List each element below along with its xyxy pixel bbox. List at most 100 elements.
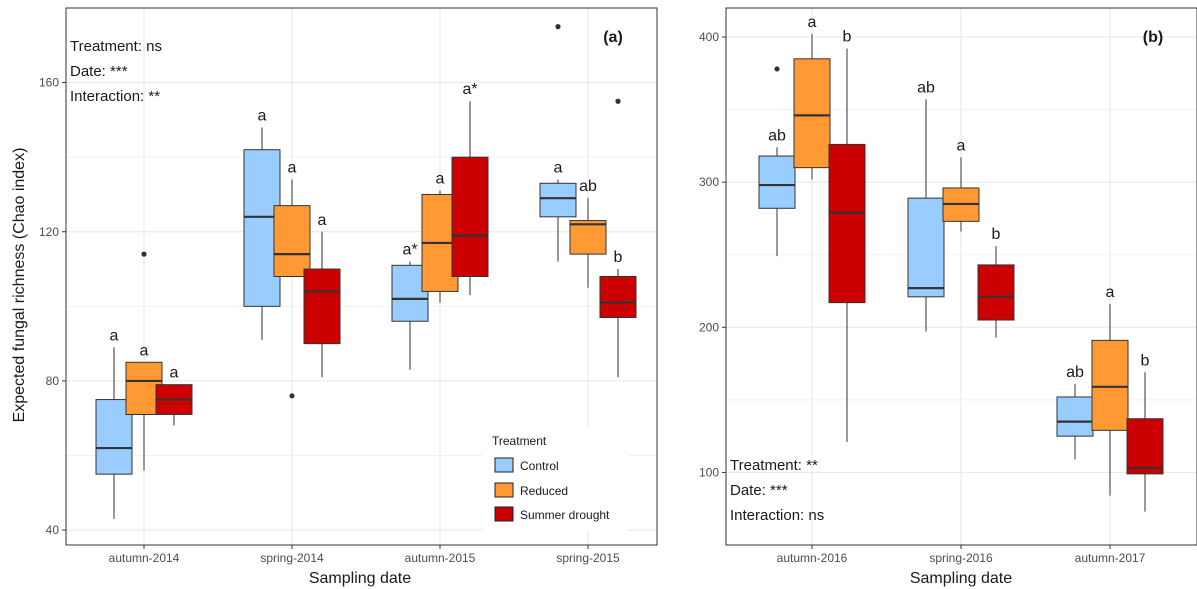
a-reduced-spring-2014-box: a (273, 160, 311, 399)
a-control-spring-2015-iqr (539, 182, 577, 218)
b-y-tick-label-400: 400 (699, 30, 719, 44)
b-reduced-autumn-2016-box: a (793, 14, 831, 180)
b-control-spring-2016-box: ab (907, 79, 945, 332)
panel-a-y-ticks: 40 80 120 160 (39, 76, 66, 537)
legend: Treatment Control Reduced Summer drought (483, 428, 628, 531)
b-control-spring-2016-iqr (907, 197, 945, 298)
a-y-tick-label-40: 40 (46, 523, 60, 537)
a-summer-drought-autumn-2014-letter: a (170, 365, 179, 382)
panel-a-x-axis-title: Sampling date (309, 570, 411, 587)
a-summer-drought-autumn-2015-letter: a* (462, 81, 477, 98)
b-summer-drought-autumn-2016-iqr (828, 143, 866, 304)
a-reduced-spring-2015-iqr (569, 220, 607, 255)
a-reduced-spring-2015-box: ab (569, 178, 607, 288)
legend-swatch-reduced (494, 482, 514, 498)
b-y-tick-label-100: 100 (699, 465, 719, 479)
a-summer-drought-spring-2015-box: b (599, 98, 637, 378)
b-summer-drought-spring-2016-letter: b (992, 226, 1001, 243)
b-reduced-spring-2016-box: a (942, 137, 980, 232)
a-summer-drought-spring-2014-iqr (303, 268, 341, 345)
b-summer-drought-autumn-2016-box: b (828, 29, 866, 442)
panel-a-x-ticks: autumn-2014 spring-2014 autumn-2015 spring-… (109, 545, 620, 565)
panel-b-date-stat: Date: *** (730, 482, 788, 499)
b-summer-drought-autumn-2017-letter: b (1141, 352, 1150, 369)
panel-a-y-axis-title: Expected fungal richness (Chao index) (11, 148, 28, 423)
panel-b-x-axis-title: Sampling date (910, 570, 1012, 587)
a-control-spring-2015-letter: a (554, 160, 563, 177)
b-summer-drought-spring-2016-iqr (977, 264, 1015, 321)
legend-title: Treatment (492, 434, 547, 448)
b-control-autumn-2017-box: ab (1056, 364, 1094, 460)
b-reduced-autumn-2016-iqr (793, 58, 831, 169)
a-summer-drought-autumn-2015-iqr (451, 156, 489, 278)
panel-b-y-ticks: 100 200 300 400 (699, 30, 726, 479)
a-reduced-autumn-2015-letter: a (436, 171, 445, 188)
b-x-tick-label-spring-2016: spring-2016 (929, 551, 993, 565)
a-reduced-spring-2015-letter: ab (579, 178, 597, 195)
a-control-spring-2014-letter: a (258, 107, 267, 124)
b-control-autumn-2016-outlier-0 (774, 66, 780, 72)
b-control-spring-2016-letter: ab (917, 79, 935, 96)
a-reduced-spring-2014-letter: a (288, 160, 297, 177)
a-y-tick-label-80: 80 (46, 374, 60, 388)
b-summer-drought-spring-2016-box: b (977, 226, 1015, 338)
a-control-spring-2015-outlier-0 (555, 24, 561, 30)
a-x-tick-label-spring-2014: spring-2014 (260, 551, 324, 565)
b-summer-drought-autumn-2016-letter: b (843, 29, 852, 46)
a-y-tick-label-160: 160 (39, 76, 59, 90)
b-reduced-autumn-2016-letter: a (808, 14, 817, 31)
a-reduced-spring-2014-outlier-0 (289, 393, 295, 399)
b-y-tick-label-300: 300 (699, 175, 719, 189)
a-x-tick-label-autumn-2015: autumn-2015 (405, 551, 476, 565)
legend-swatch-summer-drought (494, 506, 514, 522)
a-y-tick-label-120: 120 (39, 225, 59, 239)
b-reduced-spring-2016-letter: a (957, 137, 966, 154)
a-summer-drought-spring-2014-box: a (303, 212, 341, 378)
panel-b-x-ticks: autumn-2016 spring-2016 autumn-2017 (777, 545, 1146, 565)
a-reduced-autumn-2014-outlier-0 (141, 251, 147, 257)
panel-a-border (65, 7, 658, 546)
b-y-tick-label-200: 200 (699, 320, 719, 334)
a-reduced-autumn-2014-letter: a (140, 342, 149, 359)
b-reduced-autumn-2017-iqr (1091, 339, 1129, 431)
b-x-tick-label-autumn-2016: autumn-2016 (777, 551, 848, 565)
b-reduced-autumn-2017-box: a (1091, 284, 1129, 496)
a-x-tick-label-spring-2015: spring-2015 (556, 551, 620, 565)
b-reduced-autumn-2017-letter: a (1106, 284, 1115, 301)
b-x-tick-label-autumn-2017: autumn-2017 (1075, 551, 1146, 565)
panel-a-label: (a) (603, 29, 623, 46)
b-control-autumn-2016-letter: ab (768, 127, 786, 144)
a-summer-drought-spring-2014-letter: a (318, 212, 327, 229)
panel-a-interaction-stat: Interaction: ** (70, 88, 160, 105)
a-summer-drought-autumn-2015-box: a* (451, 81, 489, 296)
b-summer-drought-autumn-2017-box: b (1126, 352, 1164, 512)
legend-label-control: Control (520, 459, 559, 473)
panel-a-date-stat: Date: *** (70, 63, 128, 80)
b-control-autumn-2017-iqr (1056, 396, 1094, 437)
panel-a-treatment-stat: Treatment: ns (70, 38, 162, 55)
legend-swatch-control (494, 457, 514, 473)
a-reduced-spring-2014-iqr (273, 205, 311, 277)
b-control-autumn-2016-iqr (758, 155, 796, 209)
a-control-autumn-2015-letter: a* (402, 242, 417, 259)
a-summer-drought-spring-2015-iqr (599, 276, 637, 319)
b-control-autumn-2017-letter: ab (1066, 364, 1084, 381)
a-summer-drought-autumn-2014-box: a (155, 365, 193, 426)
b-summer-drought-autumn-2017-iqr (1126, 418, 1164, 475)
legend-label-reduced: Reduced (520, 484, 568, 498)
panel-b-treatment-stat: Treatment: ** (730, 457, 818, 474)
a-control-autumn-2014-box: a (95, 327, 133, 519)
a-summer-drought-spring-2015-outlier-0 (615, 98, 621, 104)
panel-b-interaction-stat: Interaction: ns (730, 507, 824, 524)
panel-b-label: (b) (1143, 29, 1163, 46)
a-control-spring-2015-box: a (539, 24, 577, 262)
a-summer-drought-spring-2015-letter: b (614, 249, 623, 266)
legend-label-summer-drought: Summer drought (520, 508, 610, 522)
b-control-autumn-2016-box: ab (758, 66, 796, 257)
a-control-autumn-2014-letter: a (110, 327, 119, 344)
